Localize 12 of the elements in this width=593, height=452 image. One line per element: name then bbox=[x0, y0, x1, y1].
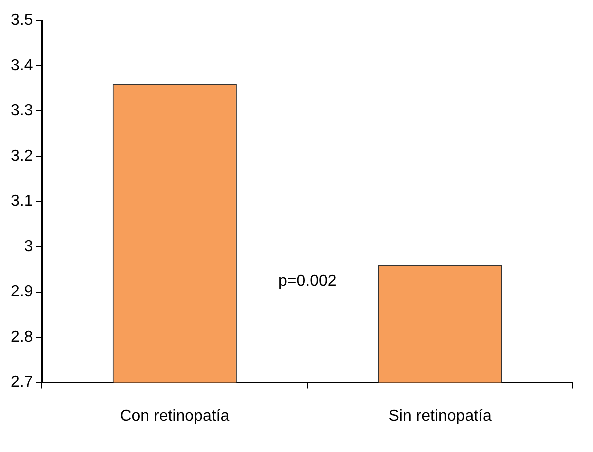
y-tick-label: 2.7 bbox=[10, 374, 34, 392]
annotation: p=0.002 bbox=[278, 273, 337, 290]
y-tick-label: 2.8 bbox=[10, 328, 34, 346]
y-tick-label: 3.5 bbox=[10, 12, 34, 30]
x-tick-label: Con retinopatía bbox=[120, 408, 230, 425]
y-tick-label: 3.1 bbox=[10, 193, 34, 210]
y-tick-label: 3.2 bbox=[10, 148, 34, 165]
x-tick-label: Sin retinopatía bbox=[388, 408, 492, 425]
y-tick-label: 3.4 bbox=[10, 57, 34, 74]
y-tick-label: 2.9 bbox=[10, 284, 34, 301]
y-tick-label: 3 bbox=[24, 238, 34, 256]
y-tick-label: 3.3 bbox=[10, 102, 34, 120]
